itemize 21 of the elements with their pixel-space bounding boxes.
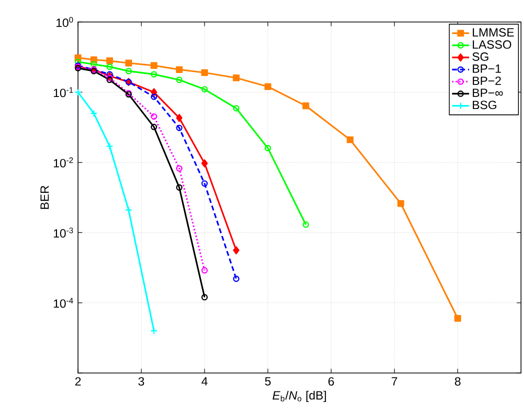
x-tick-label: 8 bbox=[454, 377, 461, 386]
legend-label: LASSO bbox=[472, 40, 512, 49]
legend-label: LMMSE bbox=[472, 28, 514, 37]
legend-label: BP−∞ bbox=[472, 88, 503, 97]
x-tick-label: 2 bbox=[75, 377, 81, 386]
legend-label: BP−1 bbox=[472, 64, 501, 73]
legend-label: BP−2 bbox=[472, 76, 501, 85]
x-tick-label: 3 bbox=[138, 377, 144, 386]
y-tick-label: 10$^{-2}$ bbox=[54, 157, 73, 168]
legend-label: SG bbox=[472, 52, 488, 61]
y-axis-title: BER bbox=[40, 186, 49, 209]
y-tick-label: 10$^{-1}$ bbox=[54, 87, 73, 98]
legend-label: BSG bbox=[472, 100, 496, 110]
x-tick-label: 4 bbox=[202, 377, 208, 386]
x-tick-label: 5 bbox=[265, 377, 271, 386]
y-tick-label: 10$^{-4}$ bbox=[54, 298, 74, 308]
x-axis-title: E$_{b}$/N$_{o}$ [dB] bbox=[272, 390, 326, 402]
y-tick-label: 10$^{0}$ bbox=[56, 17, 74, 28]
x-tick-label: 6 bbox=[328, 377, 334, 386]
x-tick-label: 7 bbox=[392, 377, 398, 386]
y-tick-label: 10$^{-3}$ bbox=[54, 228, 73, 238]
